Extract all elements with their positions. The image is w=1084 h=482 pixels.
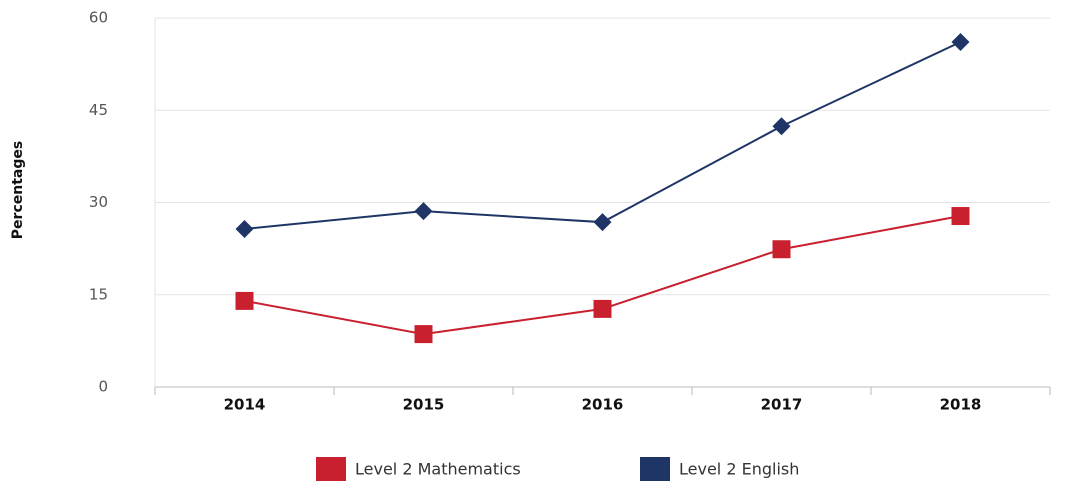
legend-swatch: [640, 457, 670, 481]
marker: [951, 32, 970, 51]
y-tick-label: 0: [98, 378, 108, 396]
legend-swatch: [316, 457, 346, 481]
x-tick-label: 2015: [403, 396, 445, 414]
marker: [772, 240, 791, 259]
series-line: [244, 41, 961, 230]
marker: [235, 219, 254, 238]
marker: [593, 299, 612, 318]
x-tick-label: 2018: [940, 396, 982, 414]
y-tick-label: 45: [89, 101, 108, 119]
y-axis-label: Percentages: [10, 141, 26, 239]
legend-label: Level 2 Mathematics: [355, 460, 521, 479]
marker: [772, 117, 791, 136]
x-tick-label: 2014: [224, 396, 266, 414]
y-tick-label: 60: [89, 9, 108, 27]
marker: [414, 325, 433, 344]
x-tick-label: 2016: [582, 396, 624, 414]
marker: [951, 207, 970, 226]
marker: [414, 202, 433, 221]
marker: [235, 291, 254, 310]
y-tick-label: 15: [89, 285, 108, 303]
marker: [593, 213, 612, 232]
y-tick-label: 30: [89, 193, 108, 211]
x-tick-label: 2017: [761, 396, 803, 414]
legend-label: Level 2 English: [679, 460, 799, 479]
